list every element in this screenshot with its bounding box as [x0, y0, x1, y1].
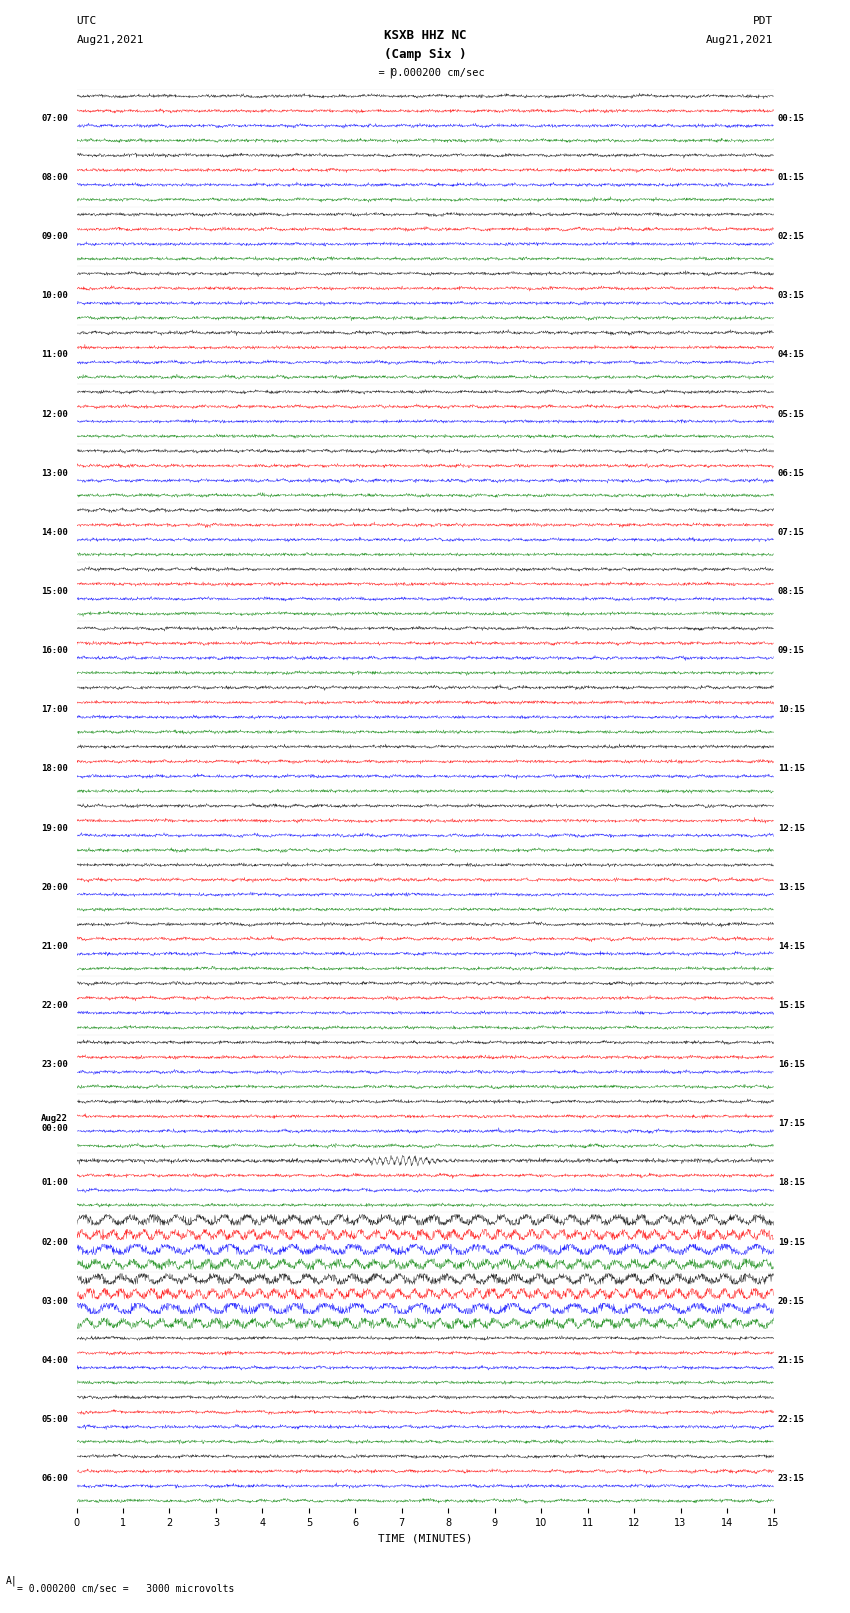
- Text: 14:00: 14:00: [41, 527, 68, 537]
- Text: 07:00: 07:00: [41, 115, 68, 123]
- Text: 10:15: 10:15: [778, 705, 805, 715]
- Text: 01:00: 01:00: [41, 1179, 68, 1187]
- Text: PDT: PDT: [753, 16, 774, 26]
- Text: 15:15: 15:15: [778, 1002, 805, 1010]
- Text: 23:00: 23:00: [41, 1060, 68, 1069]
- Text: 08:00: 08:00: [41, 173, 68, 182]
- Text: 01:15: 01:15: [778, 173, 805, 182]
- Text: KSXB HHZ NC: KSXB HHZ NC: [383, 29, 467, 42]
- Text: Aug21,2021: Aug21,2021: [706, 35, 774, 45]
- Text: 17:15: 17:15: [778, 1119, 805, 1127]
- Text: 03:15: 03:15: [778, 292, 805, 300]
- Text: 02:00: 02:00: [41, 1237, 68, 1247]
- Text: 11:15: 11:15: [778, 765, 805, 773]
- Text: 09:00: 09:00: [41, 232, 68, 240]
- Text: 18:00: 18:00: [41, 765, 68, 773]
- Text: 05:15: 05:15: [778, 410, 805, 418]
- Text: 18:15: 18:15: [778, 1179, 805, 1187]
- Text: 23:15: 23:15: [778, 1474, 805, 1482]
- Text: 19:00: 19:00: [41, 824, 68, 832]
- Text: 08:15: 08:15: [778, 587, 805, 595]
- Text: 05:00: 05:00: [41, 1415, 68, 1424]
- Text: 13:15: 13:15: [778, 882, 805, 892]
- Text: Aug21,2021: Aug21,2021: [76, 35, 144, 45]
- Text: 19:15: 19:15: [778, 1237, 805, 1247]
- Text: = 0.000200 cm/sec: = 0.000200 cm/sec: [366, 68, 484, 77]
- Text: UTC: UTC: [76, 16, 97, 26]
- Text: 21:00: 21:00: [41, 942, 68, 950]
- Text: 06:15: 06:15: [778, 469, 805, 477]
- Text: 22:15: 22:15: [778, 1415, 805, 1424]
- Text: |: |: [388, 68, 394, 79]
- Text: 12:00: 12:00: [41, 410, 68, 418]
- Text: 11:00: 11:00: [41, 350, 68, 360]
- Text: (Camp Six ): (Camp Six ): [383, 48, 467, 61]
- Text: 22:00: 22:00: [41, 1002, 68, 1010]
- Text: 13:00: 13:00: [41, 469, 68, 477]
- Text: 21:15: 21:15: [778, 1357, 805, 1365]
- Text: 09:15: 09:15: [778, 647, 805, 655]
- Text: 00:15: 00:15: [778, 115, 805, 123]
- Text: 10:00: 10:00: [41, 292, 68, 300]
- Text: 02:15: 02:15: [778, 232, 805, 240]
- X-axis label: TIME (MINUTES): TIME (MINUTES): [377, 1534, 473, 1544]
- Text: 03:00: 03:00: [41, 1297, 68, 1305]
- Text: 20:15: 20:15: [778, 1297, 805, 1305]
- Text: 06:00: 06:00: [41, 1474, 68, 1482]
- Text: 07:15: 07:15: [778, 527, 805, 537]
- Text: 16:15: 16:15: [778, 1060, 805, 1069]
- Text: 17:00: 17:00: [41, 705, 68, 715]
- Text: 04:00: 04:00: [41, 1357, 68, 1365]
- Text: 16:00: 16:00: [41, 647, 68, 655]
- Text: 14:15: 14:15: [778, 942, 805, 950]
- Text: Aug22
00:00: Aug22 00:00: [41, 1115, 68, 1134]
- Text: 04:15: 04:15: [778, 350, 805, 360]
- Text: = 0.000200 cm/sec =   3000 microvolts: = 0.000200 cm/sec = 3000 microvolts: [17, 1584, 235, 1594]
- Text: 15:00: 15:00: [41, 587, 68, 595]
- Text: A|: A|: [6, 1574, 18, 1586]
- Text: 12:15: 12:15: [778, 824, 805, 832]
- Text: 20:00: 20:00: [41, 882, 68, 892]
